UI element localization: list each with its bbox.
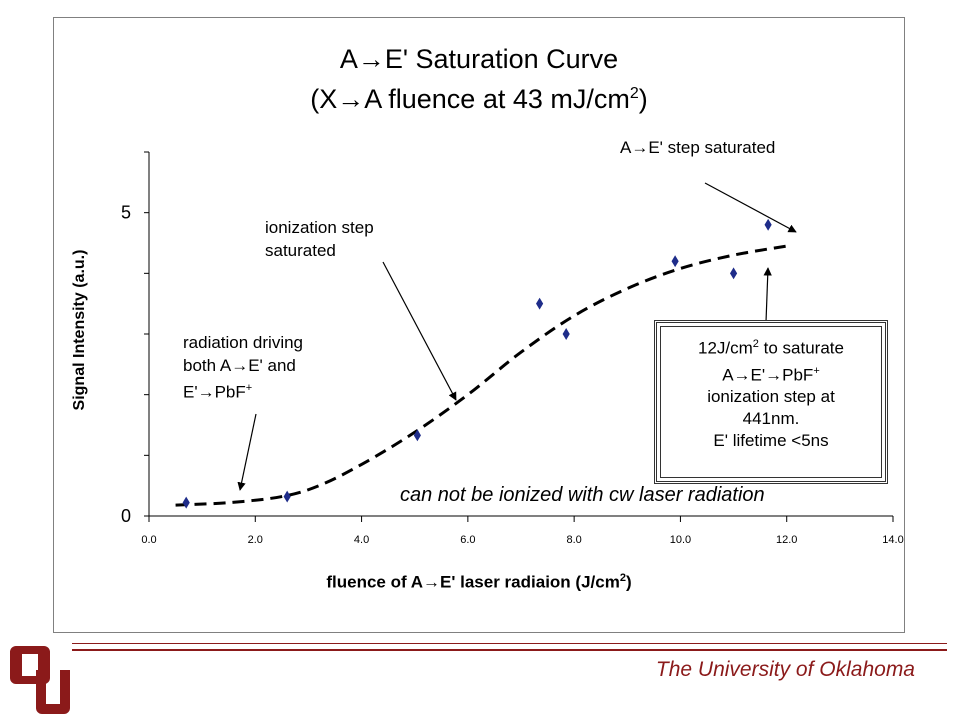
arrow-saturation-note [763,267,772,323]
footer-divider [72,649,947,651]
footer-divider [72,643,947,644]
annotation-ionization-saturated: ionization step saturated [265,218,374,260]
data-point [764,218,772,231]
y-tick-label: 5 [121,203,131,223]
data-point [729,267,738,280]
x-tick-label: 8.0 [566,534,581,546]
footer-institution: The University of Oklahoma [655,658,915,681]
annotation-radiation-driving: radiation driving both A→E' and E'→PbF+ [183,333,304,402]
chart-title: A→E' Saturation Curve [339,44,619,74]
data-point [562,328,570,340]
data-point [182,496,190,509]
x-axis-label: fluence of A→E' laser radiaion (J/cm2) [326,572,632,592]
x-tick-label: 14.0 [882,534,903,546]
y-tick-label: 0 [121,506,131,526]
annotation-cw-note: can not be ionized with cw laser radiati… [400,484,765,506]
saturation-note-box: 12J/cm2 to saturate A→E'→PbF+ ionization… [654,320,888,484]
ou-logo-icon [10,646,70,714]
data-point [671,255,679,268]
chart-subtitle: (X→A fluence at 43 mJ/cm2) [310,84,648,114]
arrow-ionization-saturated [382,261,457,401]
x-tick-label: 2.0 [248,534,263,546]
arrow-step-saturated [704,182,797,233]
saturation-fit-curve [175,244,787,507]
slide-frame [53,17,905,633]
x-tick-label: 12.0 [776,534,797,546]
arrow-radiation-driving [237,413,257,491]
data-point [283,490,291,503]
x-tick-label: 10.0 [670,534,691,546]
annotation-step-saturated: A→E' step saturated [620,138,776,157]
data-point [413,429,421,442]
x-tick-label: 0.0 [141,534,156,546]
data-point [536,297,544,310]
x-tick-label: 4.0 [354,534,369,546]
x-tick-label: 6.0 [460,534,475,546]
